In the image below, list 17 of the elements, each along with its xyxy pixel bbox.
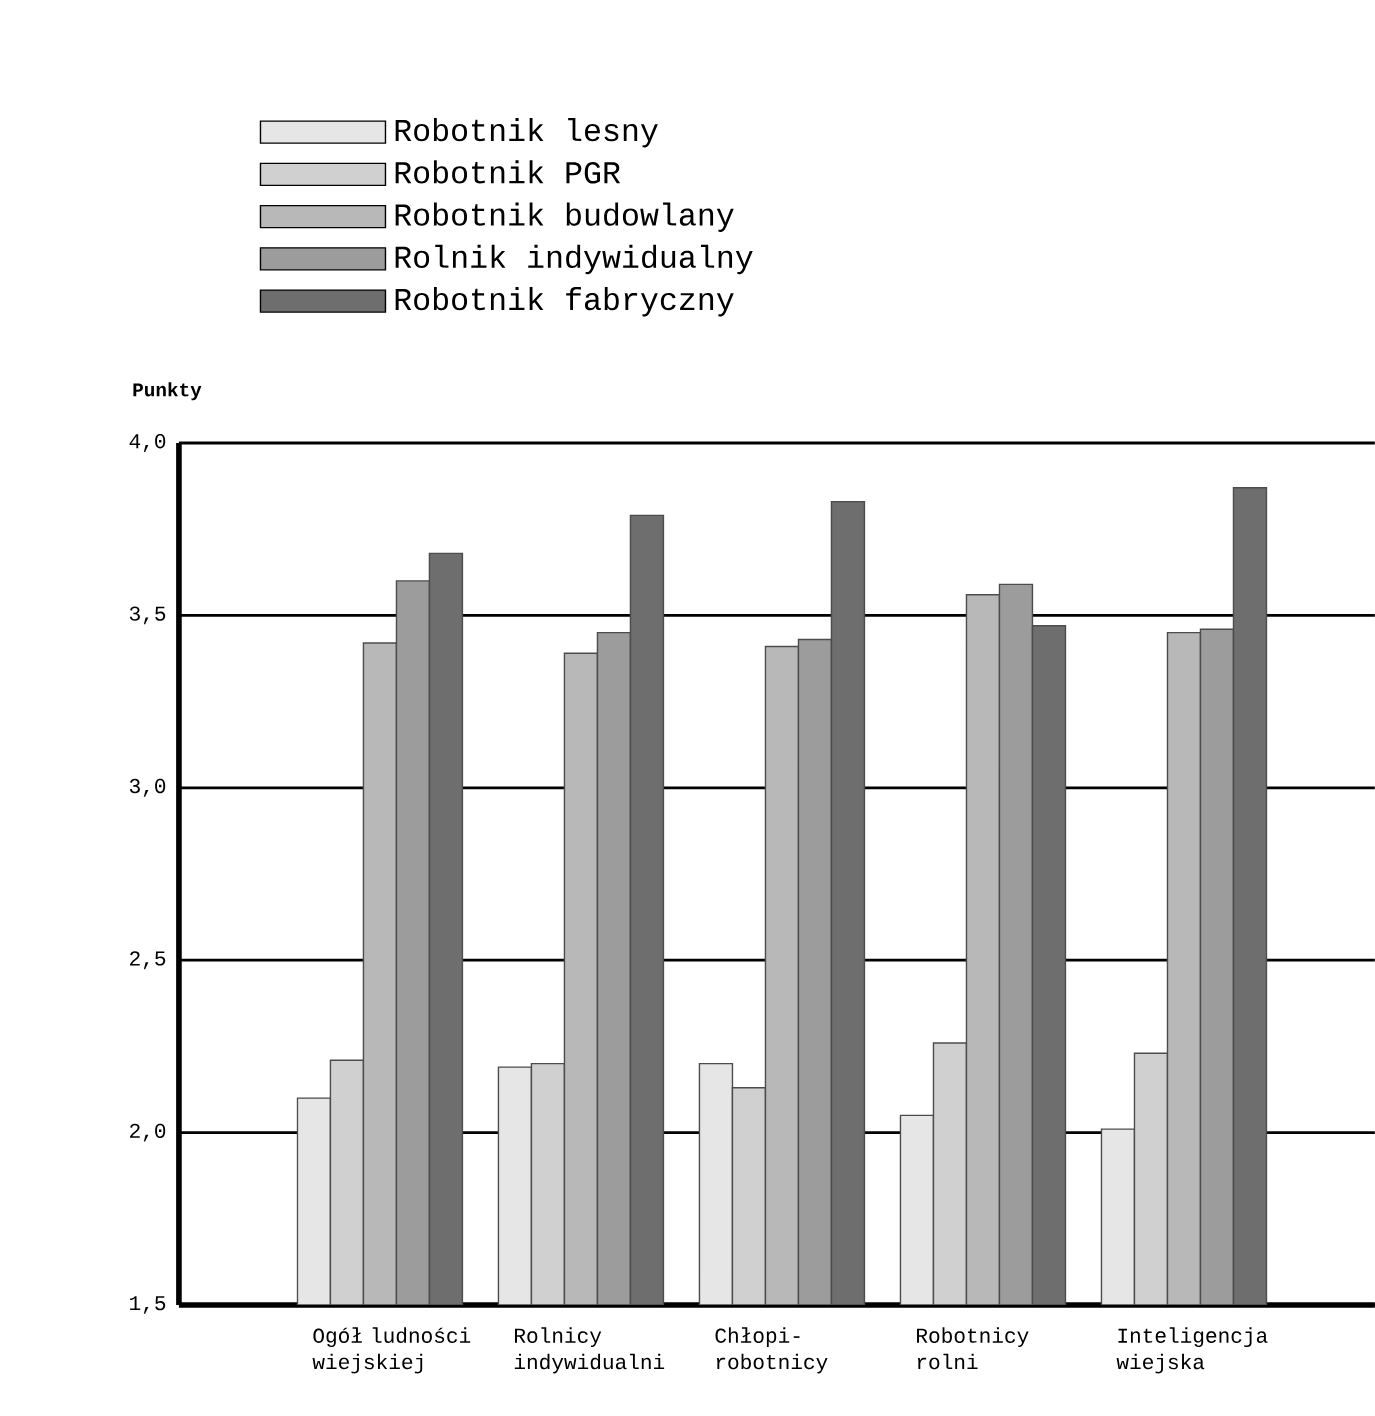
y-tick-label: 2,5 xyxy=(130,951,166,970)
y-tick-label: 3,5 xyxy=(129,606,166,625)
legend-label: Robotnik PGR xyxy=(395,160,621,184)
legend-label: Robotnik lesny xyxy=(395,117,658,148)
x-tick-label: Ogół ludności wiejskiej xyxy=(312,1327,471,1374)
legend-label: Rolnik indywidualny xyxy=(395,244,753,275)
legend-label: Robotnik budowlany xyxy=(395,202,734,232)
y-tick-label: 2,0 xyxy=(130,1123,166,1142)
y-tick-label: 3,0 xyxy=(129,778,166,797)
x-tick-label: Chłopi-robotnicy xyxy=(715,1327,828,1374)
x-tick-label: Robotnicy rolni xyxy=(917,1327,1029,1370)
x-tick-label: Inteligencja wiejska xyxy=(1116,1327,1268,1374)
y-tick-label: 1,5 xyxy=(130,1296,166,1314)
y-tick-label: 4,0 xyxy=(129,434,166,452)
x-tick-label: Rolnicy indywidualni xyxy=(514,1327,665,1374)
y-axis-title: Punkty xyxy=(133,382,202,401)
legend-label: Robotnik fabryczny xyxy=(395,286,734,317)
